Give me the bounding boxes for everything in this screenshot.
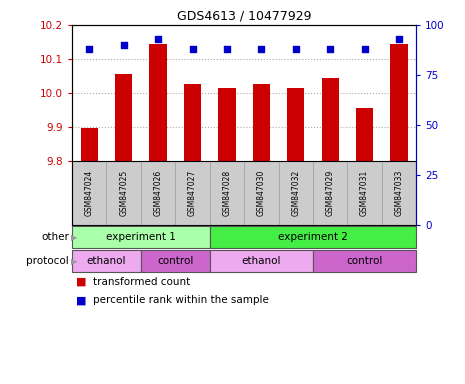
Bar — [253, 84, 270, 161]
Text: other: other — [41, 232, 69, 242]
Text: ethanol: ethanol — [87, 256, 126, 266]
Bar — [322, 78, 339, 161]
Bar — [72, 161, 416, 225]
Point — [86, 46, 93, 52]
Text: ▶: ▶ — [71, 257, 77, 266]
Text: GSM847032: GSM847032 — [291, 170, 300, 216]
Point — [326, 46, 334, 52]
Text: GSM847031: GSM847031 — [360, 170, 369, 216]
Text: GSM847028: GSM847028 — [222, 170, 232, 216]
Text: protocol: protocol — [26, 256, 69, 266]
Bar — [115, 74, 132, 161]
Text: experiment 1: experiment 1 — [106, 232, 176, 242]
Point — [258, 46, 265, 52]
Text: ■: ■ — [76, 295, 86, 305]
Bar — [287, 88, 304, 161]
Point — [361, 46, 368, 52]
Text: GSM847026: GSM847026 — [153, 170, 163, 216]
Text: ▶: ▶ — [71, 233, 77, 242]
Point — [223, 46, 231, 52]
Text: percentile rank within the sample: percentile rank within the sample — [93, 295, 269, 305]
Text: GSM847029: GSM847029 — [326, 170, 335, 216]
Text: control: control — [346, 256, 383, 266]
Text: GSM847027: GSM847027 — [188, 170, 197, 216]
Bar — [184, 84, 201, 161]
Text: ethanol: ethanol — [242, 256, 281, 266]
Text: GSM847033: GSM847033 — [394, 169, 404, 216]
Text: GSM847030: GSM847030 — [257, 169, 266, 216]
Bar — [390, 44, 407, 161]
Text: ■: ■ — [76, 277, 86, 287]
Bar — [219, 88, 236, 161]
Point — [189, 46, 196, 52]
Point — [395, 36, 403, 42]
Title: GDS4613 / 10477929: GDS4613 / 10477929 — [177, 9, 312, 22]
Point — [120, 42, 127, 48]
Bar — [356, 108, 373, 161]
Text: experiment 2: experiment 2 — [278, 232, 348, 242]
Bar — [80, 129, 98, 161]
Point — [292, 46, 299, 52]
Bar — [149, 44, 166, 161]
Text: transformed count: transformed count — [93, 277, 190, 287]
Text: GSM847024: GSM847024 — [85, 170, 94, 216]
Point — [154, 36, 162, 42]
Text: control: control — [157, 256, 193, 266]
Text: GSM847025: GSM847025 — [119, 170, 128, 216]
